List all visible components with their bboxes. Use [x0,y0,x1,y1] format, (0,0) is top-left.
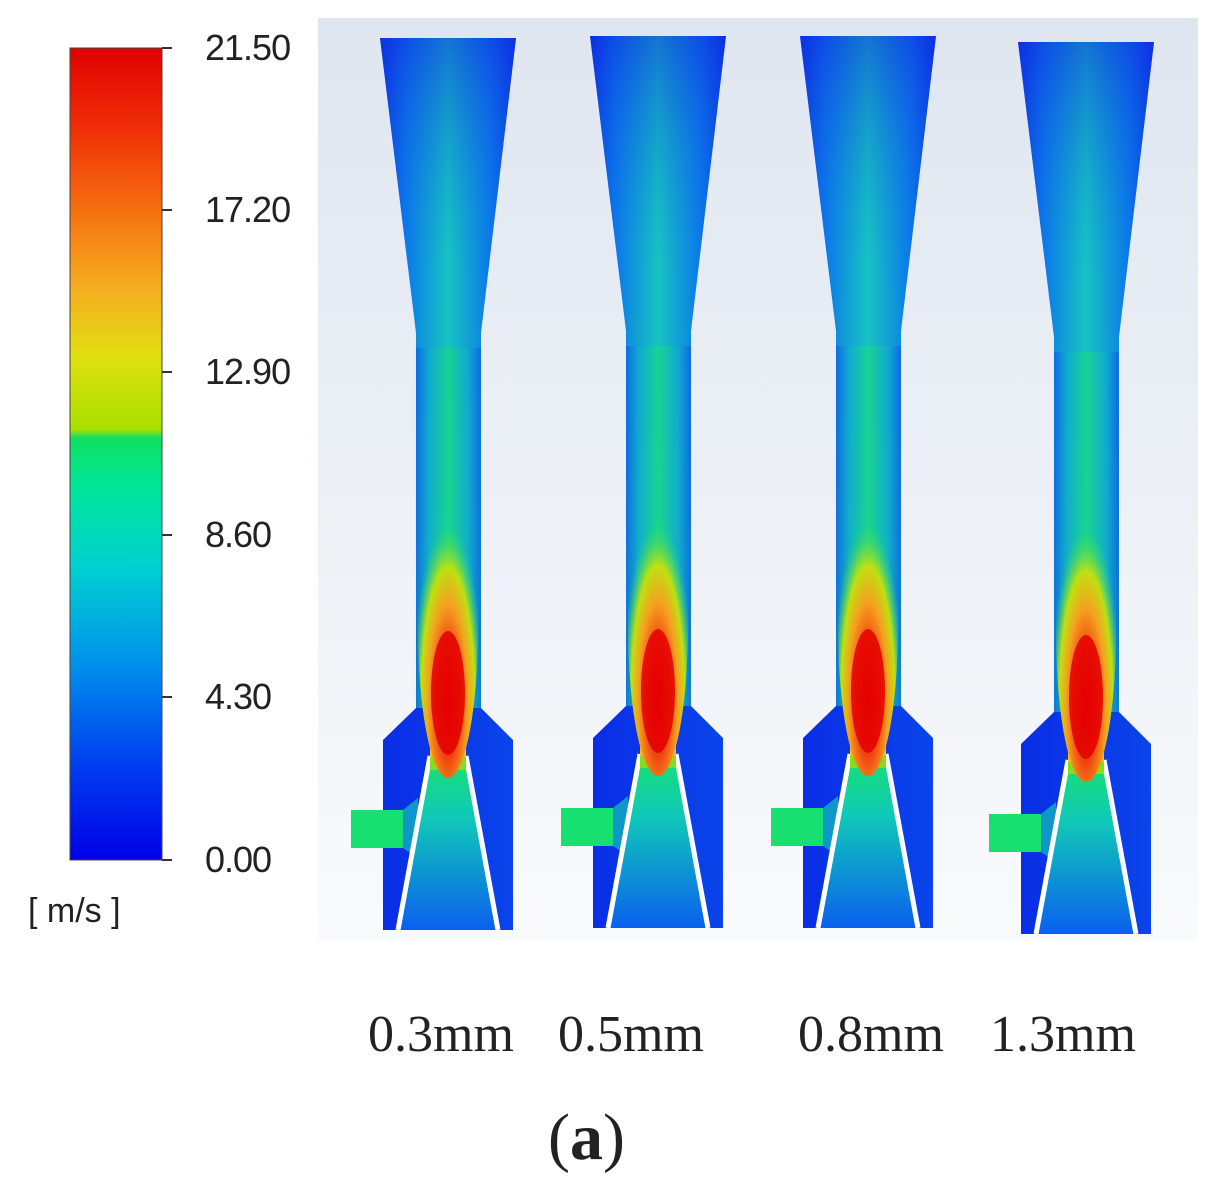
legend-tick-min: 0.00 [205,839,272,880]
panel-letter: a [569,1101,603,1174]
colorbar [69,47,172,861]
case-label-0-3mm: 0.3mm [368,1006,514,1063]
legend-tick: 8.60 [205,514,272,555]
colorbar-ticks [162,47,172,861]
legend-unit: [ m/s ] [28,892,121,930]
panel-label: (a) [548,1101,625,1174]
colorbar-gradient [69,47,163,861]
contour-plots [318,18,1198,940]
legend-tick: 4.30 [205,676,272,717]
case-label-0-5mm: 0.5mm [558,1006,704,1063]
velocity-legend: 21.50 17.20 12.90 8.60 4.30 0.00 [ m/s ] [0,0,320,960]
case-label-1-3mm: 1.3mm [990,1006,1136,1063]
velocity-contour-panel [318,18,1198,940]
case-label-0-8mm: 0.8mm [798,1006,944,1063]
legend-tick: 12.90 [205,351,291,392]
legend-tick-max: 21.50 [205,27,291,68]
legend-tick: 17.20 [205,189,291,230]
